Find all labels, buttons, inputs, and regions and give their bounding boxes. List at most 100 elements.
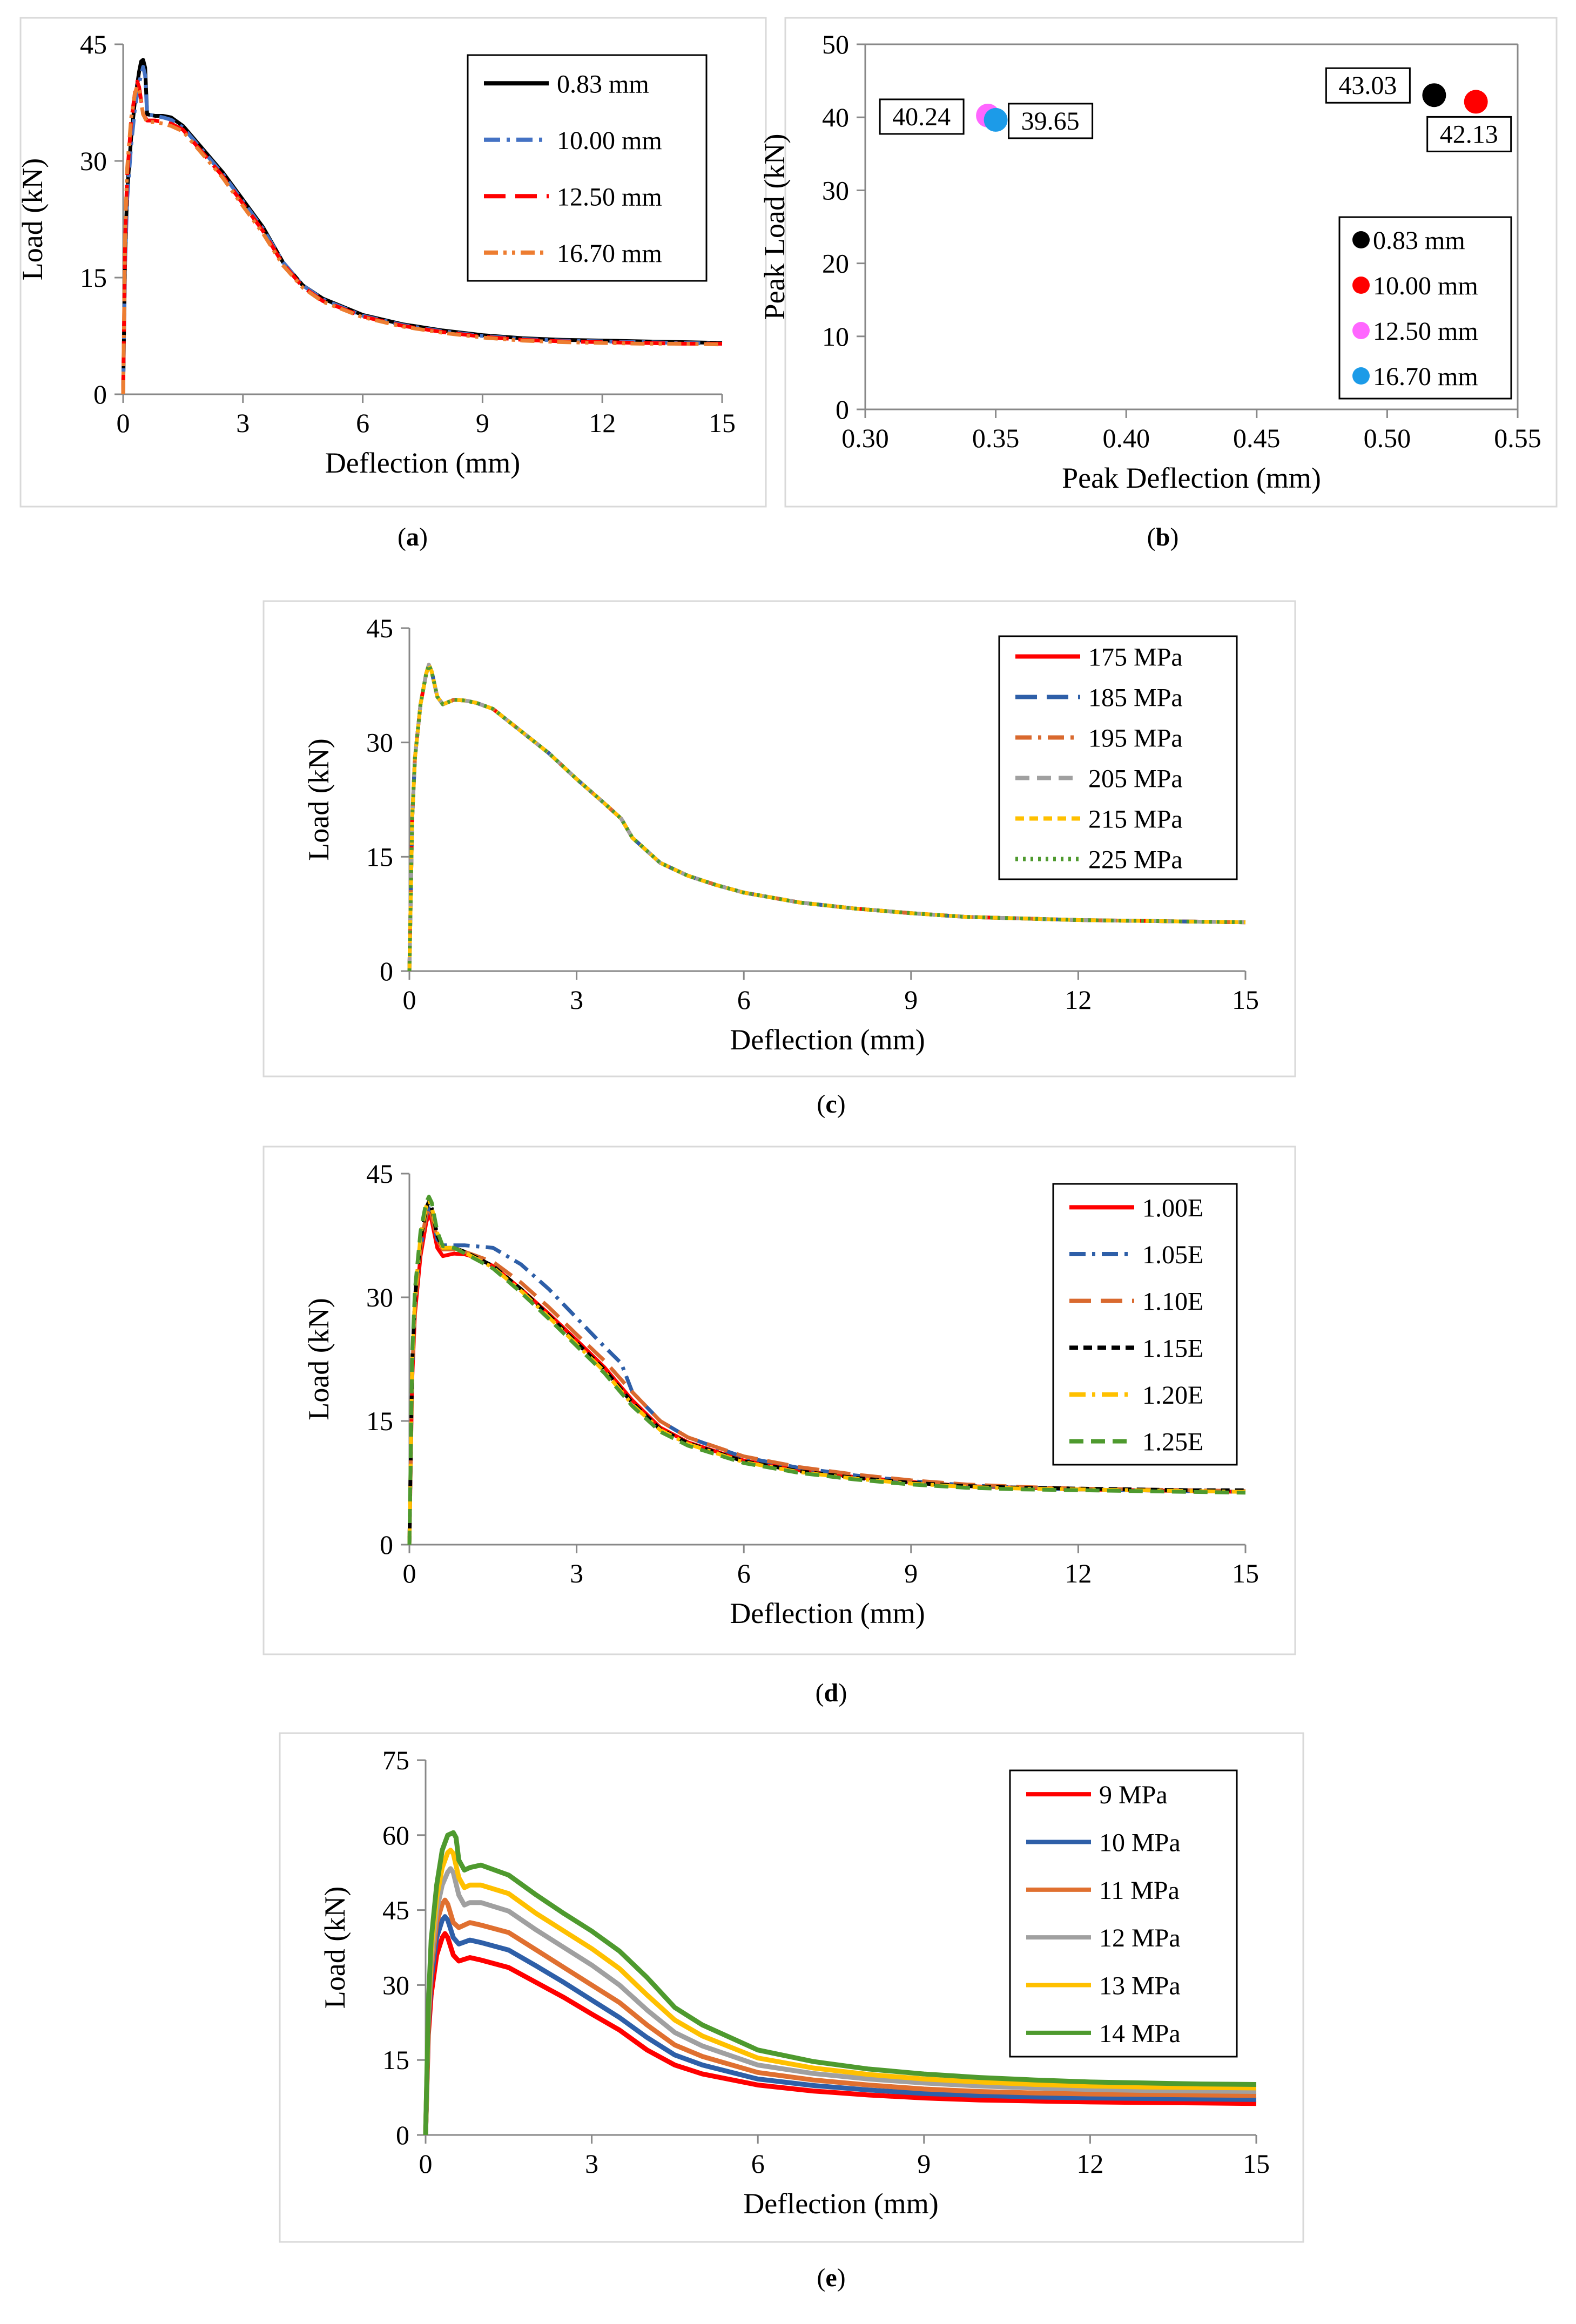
x-tick-label: 6 [751, 2148, 765, 2179]
legend-label: 12.50 mm [557, 183, 662, 211]
legend-label: 0.83 mm [557, 70, 649, 98]
legend-label: 9 MPa [1099, 1781, 1168, 1809]
legend-label: 195 MPa [1088, 724, 1183, 753]
data-label: 40.24 [892, 103, 951, 131]
legend-label: 16.70 mm [1373, 362, 1478, 391]
series-line-5 [423, 1830, 1257, 2136]
series-line-0 [423, 1931, 1257, 2136]
y-tick-label: 60 [382, 1820, 409, 1850]
series-line-1 [423, 1914, 1257, 2136]
y-tick-label: 45 [382, 1895, 409, 1925]
x-tick-label: 0 [403, 985, 416, 1015]
data-label-box [1008, 103, 1094, 139]
x-tick-label: 3 [570, 985, 583, 1015]
x-tick-label: 3 [585, 2148, 598, 2179]
x-tick-label: 0.50 [1364, 423, 1411, 453]
legend-label: 12.50 mm [1373, 317, 1478, 346]
figure-caption: (e) [817, 2264, 845, 2292]
legend-label: 13 MPa [1099, 1972, 1181, 2000]
chart-frame [19, 17, 767, 508]
legend-label: 1.15E [1142, 1334, 1203, 1363]
y-tick-label: 45 [366, 613, 393, 643]
y-tick-label: 30 [366, 1282, 393, 1312]
data-label-box [1325, 67, 1411, 104]
x-tick-label: 3 [236, 408, 250, 438]
x-tick-label: 9 [917, 2148, 931, 2179]
x-tick-label: 12 [1065, 985, 1092, 1015]
chart-c: 0 3 6 9 12 15 0 15 30 45 Deflection (mm) Load (kN) (… [262, 600, 1296, 1119]
legend-box [998, 635, 1238, 880]
x-axis-label: Peak Deflection (mm) [1062, 462, 1321, 494]
y-tick-label: 30 [366, 727, 393, 758]
data-label-box [879, 98, 965, 135]
y-tick-label: 30 [382, 1970, 409, 2000]
chart-frame [784, 17, 1558, 508]
x-tick-label: 15 [1232, 985, 1259, 1015]
x-tick-label: 6 [737, 985, 751, 1015]
x-tick-label: 15 [1243, 2148, 1270, 2179]
legend-label: 1.00E [1142, 1194, 1203, 1222]
scatter-point-0 [1422, 83, 1446, 107]
x-axis-label: Deflection (mm) [730, 1597, 925, 1629]
y-tick-label: 30 [80, 146, 107, 176]
legend-box [1009, 1769, 1238, 2058]
x-tick-label: 15 [709, 408, 736, 438]
legend-marker [1352, 277, 1370, 294]
x-axis-label: Deflection (mm) [730, 1023, 925, 1056]
y-tick-label: 15 [366, 1406, 393, 1436]
y-tick-label: 75 [382, 1745, 409, 1775]
y-tick-label: 15 [382, 2045, 409, 2075]
legend-label: 14 MPa [1099, 2019, 1181, 2048]
legend-label: 0.83 mm [1373, 226, 1465, 255]
y-tick-label: 0 [396, 2120, 409, 2150]
figure-caption: (c) [817, 1090, 845, 1119]
legend-label: 10.00 mm [557, 126, 662, 155]
y-tick-label: 0 [836, 394, 849, 425]
x-tick-label: 6 [737, 1558, 751, 1588]
legend-label: 225 MPa [1088, 846, 1183, 874]
chart-a: 0 3 6 9 12 15 0 15 30 45 Deflection (mm) Load (kN) (… [16, 17, 767, 551]
y-tick-label: 45 [366, 1158, 393, 1189]
legend-label: 12 MPa [1099, 1924, 1181, 1952]
legend-label: 1.25E [1142, 1428, 1203, 1457]
x-axis-label: Deflection (mm) [325, 447, 520, 479]
x-tick-label: 6 [356, 408, 369, 438]
y-tick-label: 15 [80, 262, 107, 293]
chart-d: 0 3 6 9 12 15 0 15 30 45 Deflection (mm) Load (kN) (… [262, 1146, 1296, 1707]
y-tick-label: 30 [822, 175, 849, 205]
x-tick-label: 12 [1065, 1558, 1092, 1588]
x-tick-label: 12 [1076, 2148, 1103, 2179]
data-label: 42.13 [1440, 120, 1498, 149]
legend-box [467, 54, 708, 282]
series-line-4 [423, 1848, 1257, 2136]
scatter-point-1 [1464, 90, 1488, 114]
figure-caption: (b) [1147, 523, 1179, 551]
y-tick-label: 0 [380, 1530, 393, 1560]
y-axis-label: Peak Load (kN) [758, 134, 791, 320]
series-line-2 [423, 1897, 1257, 2136]
chart-frame [262, 600, 1296, 1077]
series-line-3 [423, 1866, 1257, 2136]
series-line-3 [121, 84, 723, 395]
legend-label: 205 MPa [1088, 765, 1183, 793]
x-tick-label: 9 [904, 1558, 918, 1588]
y-tick-label: 0 [380, 956, 393, 986]
legend-label: 175 MPa [1088, 643, 1183, 672]
legend-label: 1.20E [1142, 1381, 1203, 1410]
y-tick-label: 40 [822, 102, 849, 132]
x-tick-label: 0.35 [972, 423, 1020, 453]
y-axis-label: Load (kN) [302, 738, 335, 860]
x-tick-label: 15 [1232, 1558, 1259, 1588]
y-axis-label: Load (kN) [319, 1887, 351, 2009]
scatter-point-3 [984, 107, 1008, 132]
legend-label: 215 MPa [1088, 805, 1183, 834]
legend-label: 16.70 mm [557, 239, 662, 268]
x-tick-label: 0.30 [841, 423, 889, 453]
x-tick-label: 0.40 [1102, 423, 1150, 453]
y-tick-label: 10 [822, 321, 849, 352]
x-tick-label: 0 [403, 1558, 416, 1588]
figure-caption: (a) [398, 523, 428, 551]
y-tick-label: 50 [822, 29, 849, 59]
data-label-box [1426, 116, 1512, 152]
x-tick-label: 3 [570, 1558, 583, 1588]
